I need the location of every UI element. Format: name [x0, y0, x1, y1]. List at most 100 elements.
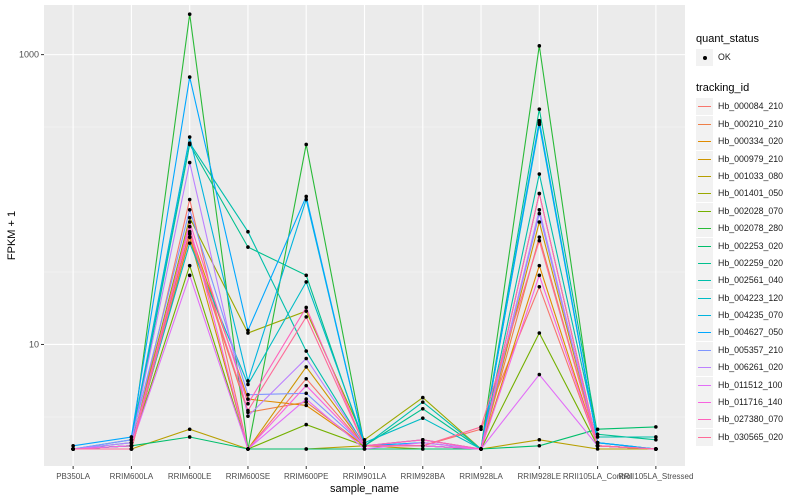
point-legend-title: quant_status [696, 33, 759, 45]
color-legend-item: Hb_030565_020 [696, 428, 796, 446]
x-tick-label: RRIM600LA [110, 472, 154, 481]
data-point [304, 142, 309, 147]
color-legend-key [696, 254, 713, 272]
data-point [304, 400, 309, 404]
color-legend-label: Hb_011716_140 [718, 397, 783, 408]
data-point [129, 443, 134, 448]
data-point [537, 44, 542, 48]
data-point [537, 263, 542, 268]
data-point [187, 135, 192, 139]
color-legend-label: Hb_001033_080 [718, 170, 784, 181]
color-legend-key [696, 150, 713, 168]
data-point [362, 447, 367, 451]
color-legend-item: Hb_001401_050 [696, 185, 796, 203]
color-legend-label: Hb_000334_020 [718, 136, 784, 147]
y-axis-ticks: 10 1000 [19, 50, 44, 349]
data-point [304, 376, 309, 381]
data-point [304, 309, 309, 313]
data-point [304, 391, 309, 396]
data-point [71, 447, 75, 451]
data-point [246, 414, 250, 418]
color-legend-key [696, 428, 713, 446]
line-swatch-icon [698, 349, 711, 351]
line-swatch-icon [698, 280, 711, 282]
x-tick-label: RRIM600PE [284, 472, 328, 481]
color-legend-key [696, 376, 713, 394]
line-swatch-icon [698, 436, 711, 438]
data-point [187, 220, 192, 224]
color-legend-key [696, 289, 713, 307]
data-point [187, 263, 192, 268]
line-swatch-icon [698, 297, 711, 299]
data-point [595, 432, 600, 437]
x-axis-ticks: PB350LA RRIM600LA RRIM600LE RRIM600SE RRIM60… [56, 466, 693, 481]
color-legend-label: Hb_011512_100 [718, 379, 783, 390]
line-swatch-icon [698, 210, 711, 212]
data-point [129, 435, 134, 439]
color-legend-label: Hb_002078_280 [718, 223, 784, 234]
data-point [595, 443, 600, 448]
data-point [71, 443, 75, 448]
data-point [304, 403, 309, 408]
data-point [304, 197, 309, 202]
color-legend-item: Hb_000210_210 [696, 115, 796, 133]
color-legend-label: Hb_000210_210 [718, 118, 784, 129]
color-legend-item: Hb_002078_280 [696, 220, 796, 238]
data-point [537, 207, 542, 212]
data-point [246, 392, 250, 397]
data-point [595, 427, 600, 432]
data-point [362, 443, 367, 448]
line-swatch-icon [698, 245, 711, 247]
color-legend-label: Hb_004235_070 [718, 310, 784, 321]
data-point [187, 241, 192, 245]
data-point [537, 284, 542, 289]
data-point [246, 447, 250, 451]
data-point [537, 172, 542, 176]
data-point [420, 437, 425, 442]
color-legend-item: Hb_004235_070 [696, 307, 796, 325]
data-point [537, 331, 542, 335]
data-point [246, 397, 250, 401]
data-point [537, 437, 542, 442]
data-point [187, 235, 192, 239]
point-legend-label: OK [718, 52, 731, 62]
data-point [246, 245, 250, 249]
data-point [537, 220, 542, 224]
y-tick-label: 10 [29, 339, 39, 349]
color-legend-item: Hb_027380_070 [696, 411, 796, 429]
data-point [420, 447, 425, 451]
line-swatch-icon [698, 402, 711, 404]
x-tick-label: RRIM928BA [401, 472, 446, 481]
line-swatch-icon [698, 315, 711, 317]
y-tick-label: 1000 [19, 50, 39, 60]
point-dot-icon [702, 55, 707, 60]
x-tick-label: RRIM600LE [168, 472, 212, 481]
data-point [479, 425, 483, 429]
x-tick-label: RRIM928LA [459, 472, 503, 481]
x-tick-label: RRII105LA_Stressed [618, 472, 693, 481]
color-legend-label: Hb_004223_120 [718, 292, 784, 303]
data-point [537, 107, 542, 112]
data-point [129, 447, 134, 451]
data-points [71, 12, 658, 451]
color-legend-key [696, 411, 713, 429]
color-legend-label: Hb_000979_210 [718, 153, 784, 164]
data-point [304, 349, 309, 353]
color-legend-label: Hb_001401_050 [718, 188, 784, 199]
data-point [187, 427, 192, 432]
line-swatch-icon [698, 158, 711, 160]
line-swatch-icon [698, 419, 711, 421]
line-swatch-icon [698, 262, 711, 264]
color-legend-key [696, 167, 713, 185]
y-axis-label: FPKM + 1 [6, 211, 18, 260]
line-swatch-icon [698, 367, 711, 369]
data-point [420, 416, 425, 420]
color-legend-key [696, 133, 713, 151]
x-tick-label: RRIM901LA [343, 472, 387, 481]
data-point [187, 160, 192, 165]
data-point [187, 75, 192, 79]
color-legend-item: Hb_001033_080 [696, 167, 796, 185]
data-point [479, 447, 483, 451]
color-legend-item: Hb_011716_140 [696, 394, 796, 412]
color-legend-label: Hb_002561_040 [718, 275, 784, 286]
